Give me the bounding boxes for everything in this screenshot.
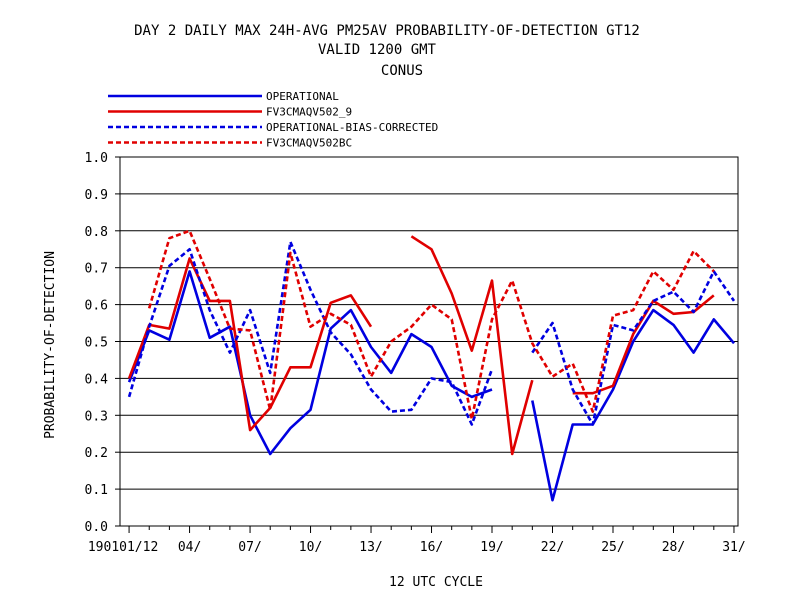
x-tick-label: 25/ (601, 540, 624, 555)
series-line-3 (531, 270, 736, 426)
grid (120, 193, 738, 490)
series-line-3 (127, 240, 494, 426)
y-tick-label: 0.7 (85, 262, 108, 277)
x-tick-label: 190101/12 (88, 540, 158, 555)
y-tick-label: 0.2 (85, 446, 108, 461)
y-tick-label: 0.8 (85, 225, 108, 240)
x-axis-label: 12 UTC CYCLE (389, 575, 483, 590)
y-tick-label: 0.6 (85, 299, 108, 314)
y-tick-label: 0.3 (85, 409, 108, 424)
chart-title-line-1: DAY 2 DAILY MAX 24H-AVG PM25AV PROBABILI… (134, 23, 640, 39)
x-tick-label: 16/ (420, 540, 443, 555)
legend-label: FV3CMAQV502BC (266, 137, 352, 150)
legend: OPERATIONAL FV3CMAQV502_9 OPERATIONAL-BIAS… (108, 90, 438, 150)
chart-title-line-2: VALID 1200 GMT (318, 42, 437, 58)
y-axis: 0.0 0.1 0.2 0.3 0.4 0.5 0.6 0.7 0.8 0.9 1.0 (85, 151, 120, 535)
y-tick-label: 1.0 (85, 151, 108, 166)
y-tick-label: 0.0 (85, 520, 108, 535)
series-line-2 (127, 257, 373, 432)
x-tick-label: 28/ (662, 540, 685, 555)
x-tick-label: 04/ (178, 540, 201, 555)
y-tick-label: 0.4 (85, 372, 109, 387)
x-tick-label: 07/ (238, 540, 261, 555)
legend-label: OPERATIONAL (266, 90, 339, 103)
y-tick-label: 0.5 (85, 336, 108, 351)
x-axis: 190101/12 04/07/10/13/16/19/22/25/28/31/ (88, 526, 746, 555)
series-lines (127, 229, 736, 502)
x-tick-label: 10/ (299, 540, 322, 555)
x-tick-label: 22/ (541, 540, 564, 555)
series-line-1 (531, 308, 735, 502)
x-tick-label: 31/ (722, 540, 745, 555)
x-tick-label: 19/ (480, 540, 503, 555)
chart-title-line-3: CONUS (381, 63, 423, 79)
series-line-4 (147, 229, 715, 421)
series-line-2 (410, 235, 534, 456)
legend-label: FV3CMAQV502_9 (266, 106, 352, 119)
x-tick-label: 13/ (359, 540, 382, 555)
legend-label: OPERATIONAL-BIAS-CORRECTED (266, 121, 438, 134)
series-line-1 (127, 270, 493, 456)
y-tick-label: 0.1 (85, 483, 108, 498)
y-axis-label: PROBABILITY-OF-DETECTION (43, 251, 58, 439)
y-tick-label: 0.9 (85, 188, 108, 203)
